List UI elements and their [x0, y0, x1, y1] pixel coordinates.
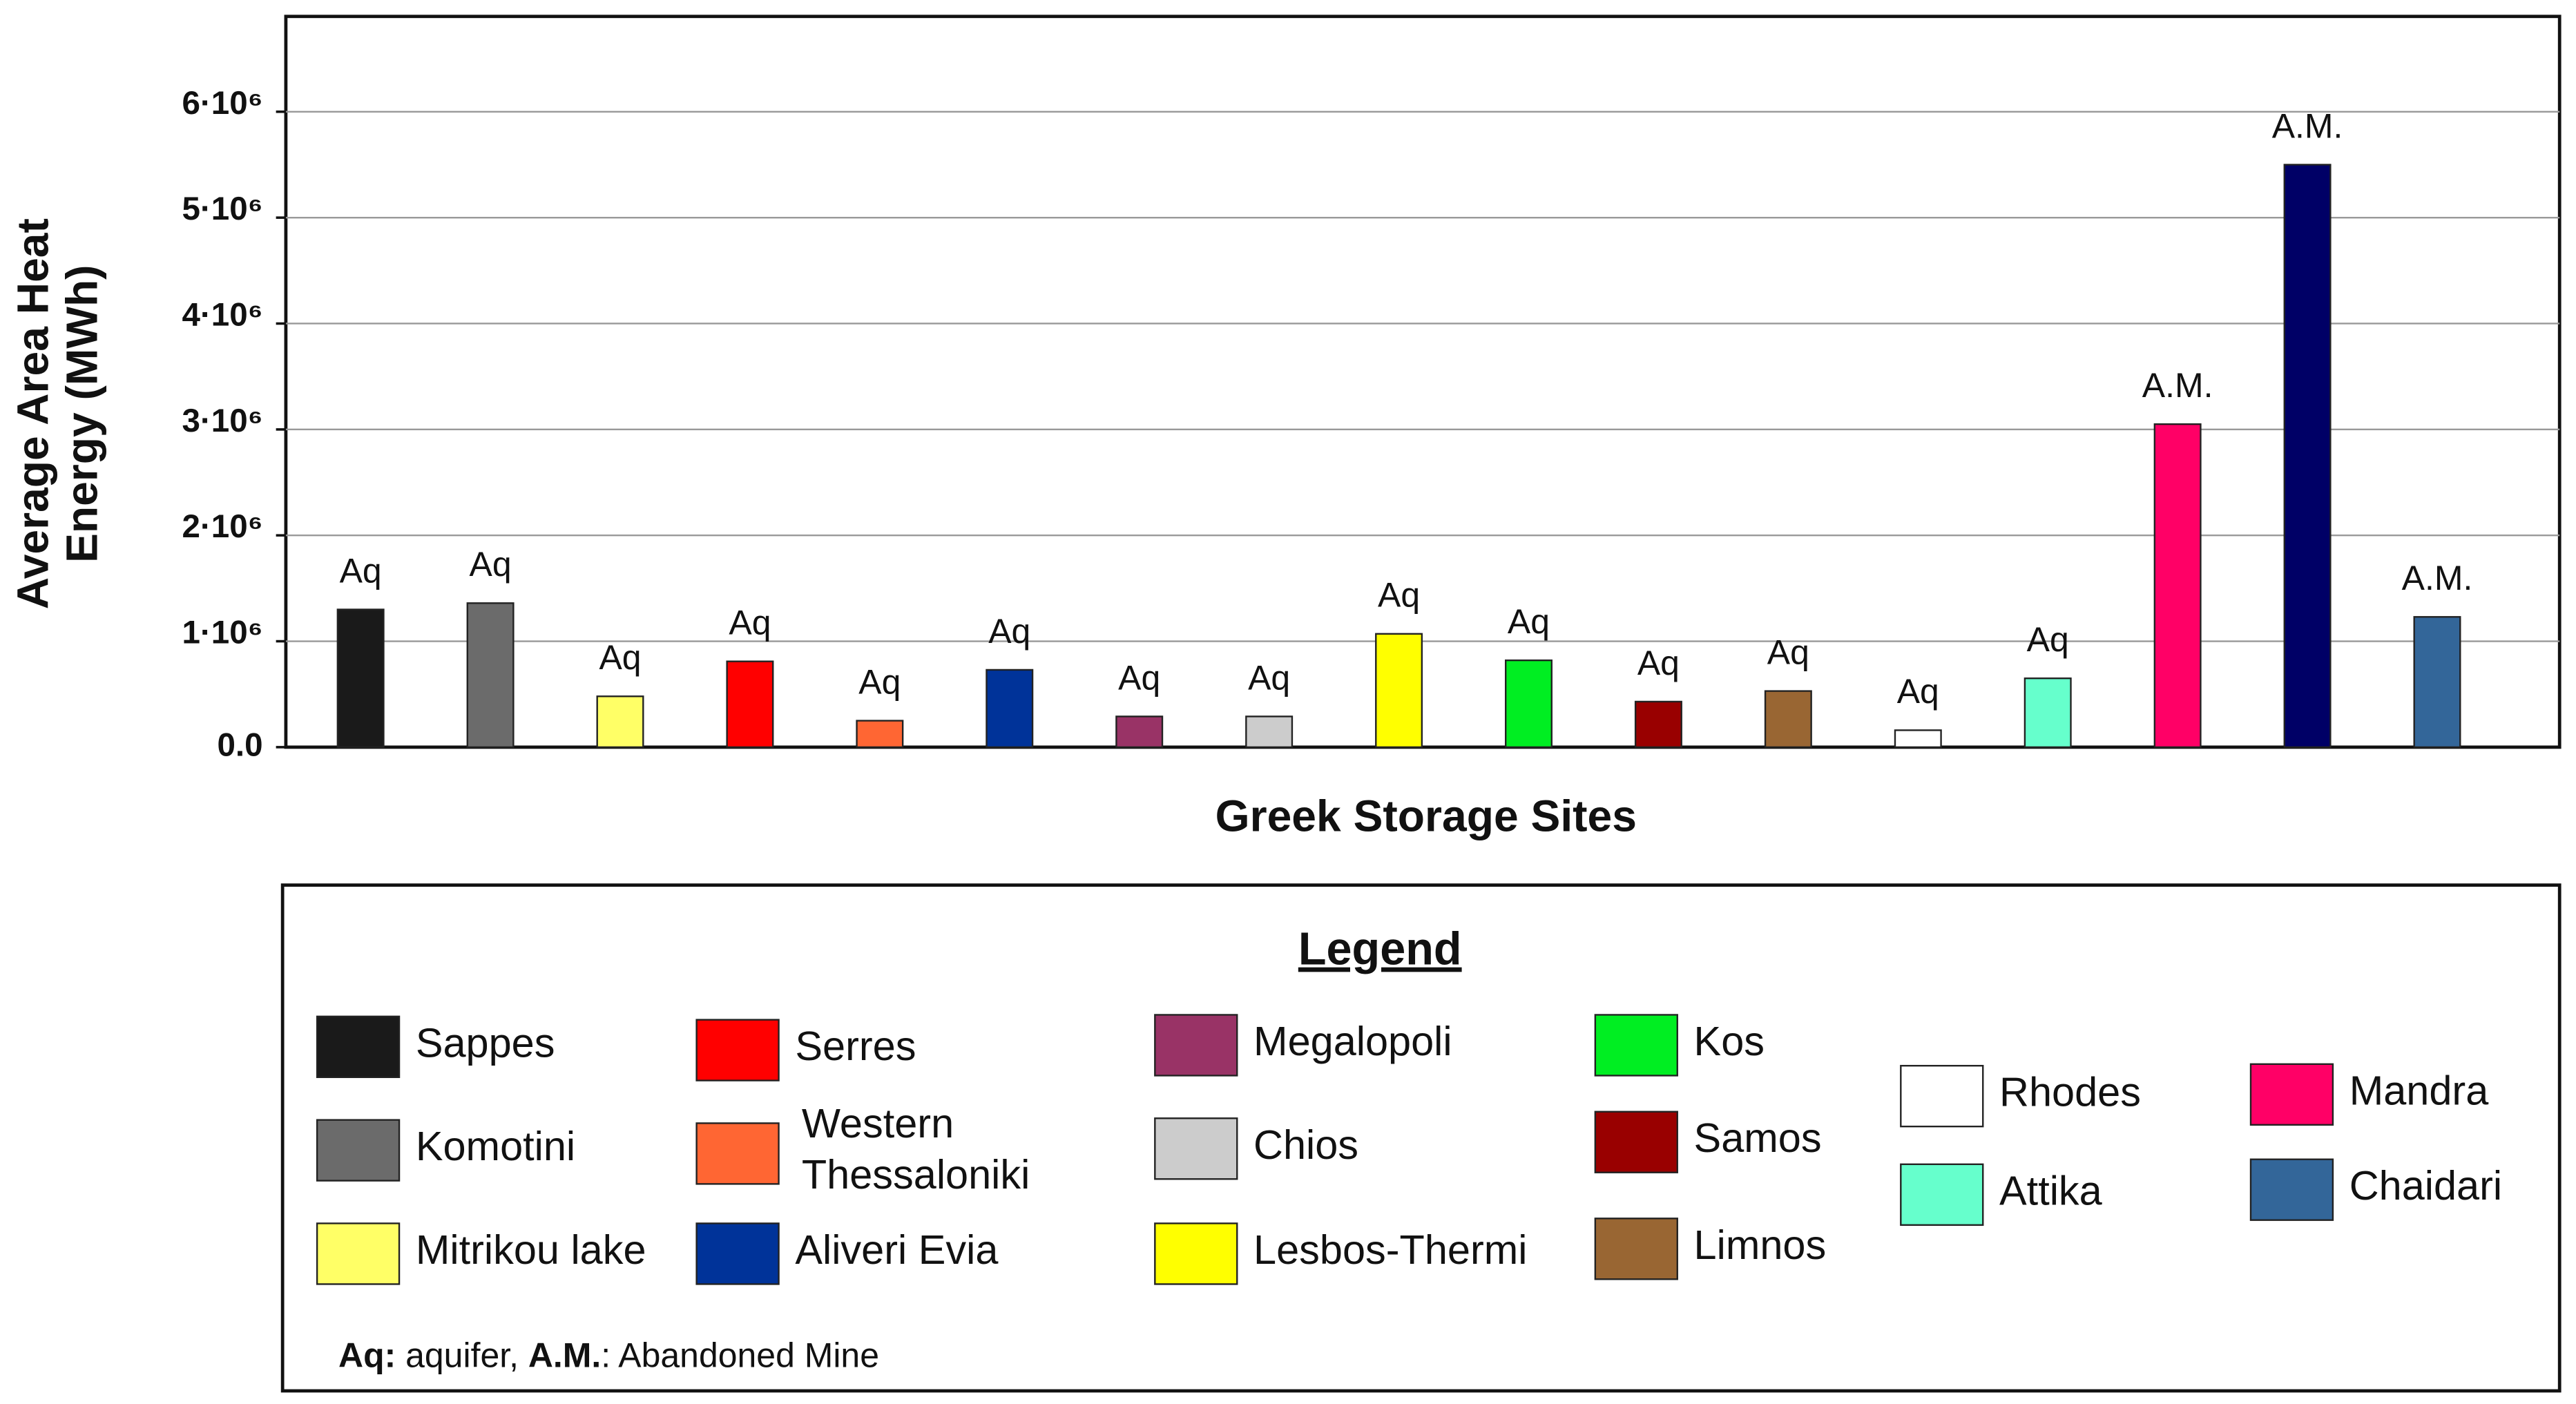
bar-label: Aq [2027, 620, 2069, 659]
bar-label: A.M. [2272, 106, 2343, 145]
bar [986, 669, 1034, 749]
legend-label: Samos [1694, 1115, 1822, 1161]
legend-label: Western Thessaloniki [802, 1100, 1030, 1198]
y-axis-title-line: Energy (MWh) [57, 265, 107, 562]
legend-swatch [1594, 1218, 1678, 1280]
legend-label: Kos [1694, 1018, 1765, 1064]
bar-label: Aq [858, 662, 901, 701]
bar [466, 602, 515, 749]
legend-label: Serres [795, 1023, 916, 1069]
legend-label-line: Western [802, 1100, 954, 1146]
legend-label: Attika [1999, 1167, 2103, 1213]
legend-label: Aliveri Evia [795, 1227, 999, 1273]
bar [1375, 633, 1423, 749]
y-axis-title: Average Area Heat Energy (MWh) [8, 218, 106, 609]
bar [596, 695, 644, 749]
bar [336, 608, 385, 749]
bar [856, 720, 904, 749]
legend-title: Legend [1298, 924, 1462, 975]
bar [2024, 677, 2072, 749]
y-tick-label: 5·10⁶ [182, 191, 263, 227]
legend-swatch [1594, 1014, 1678, 1077]
legend-label: Mandra [2349, 1067, 2490, 1113]
legend-swatch [2249, 1063, 2334, 1126]
footnote-part: A.M. [528, 1336, 601, 1375]
footnote: Aq: aquifer, A.M.: Abandoned Mine [338, 1336, 879, 1375]
legend-label: Mitrikou lake [416, 1227, 646, 1273]
x-axis-title: Greek Storage Sites [1215, 791, 1637, 840]
bar-label: Aq [340, 551, 382, 590]
legend-label: Chios [1253, 1122, 1358, 1168]
legend-swatch [1154, 1117, 1238, 1180]
bar-label: Aq [1508, 602, 1550, 641]
legend-swatch [2249, 1158, 2334, 1221]
y-tick-label: 6·10⁶ [182, 85, 263, 122]
bar [1894, 729, 1942, 749]
legend-swatch [1594, 1110, 1678, 1173]
legend-label: Rhodes [1999, 1069, 2141, 1115]
bar-label: Aq [988, 612, 1030, 651]
bar-label: Aq [599, 638, 641, 677]
bar [1764, 690, 1812, 749]
bar [1634, 700, 1682, 749]
bar-label: Aq [470, 545, 512, 584]
footnote-part: aquifer, [396, 1336, 528, 1375]
legend-label: Lesbos-Thermi [1253, 1227, 1527, 1273]
legend-swatch [1900, 1163, 1984, 1227]
bar [2283, 164, 2332, 749]
bar [2413, 616, 2461, 749]
bar-label: Aq [1248, 658, 1290, 697]
bar-label: Aq [1637, 644, 1680, 682]
bar-label: Aq [729, 604, 771, 642]
legend-label: Sappes [416, 1019, 555, 1066]
bar-label: Aq [1118, 658, 1160, 697]
bar [2153, 423, 2202, 749]
y-tick-label: 4·10⁶ [182, 297, 263, 334]
legend-label: Chaidari [2349, 1162, 2502, 1209]
legend-swatch [1900, 1064, 1984, 1128]
bar-label: Aq [1767, 633, 1809, 671]
bar-label: A.M. [2402, 559, 2473, 597]
legend-swatch [316, 1015, 401, 1079]
legend-label: Megalopoli [1253, 1018, 1452, 1064]
legend-swatch [695, 1019, 780, 1081]
legend-label-line: Thessaloniki [802, 1151, 1030, 1198]
legend-label: Komotini [416, 1123, 575, 1169]
legend-swatch [1154, 1222, 1238, 1285]
bar [1245, 715, 1294, 749]
bar [1115, 715, 1164, 749]
legend-label: Limnos [1694, 1222, 1827, 1268]
bar-label: Aq [1897, 672, 1939, 711]
legend-swatch [695, 1222, 780, 1285]
bar-label: A.M. [2142, 366, 2213, 405]
y-tick-label: 0.0 [217, 727, 262, 763]
bar [726, 660, 774, 749]
footnote-part: : Abandoned Mine [601, 1336, 879, 1375]
legend-swatch [695, 1122, 780, 1185]
legend-swatch [1154, 1014, 1238, 1077]
y-axis-title-line: Average Area Heat [8, 218, 57, 609]
y-tick-label: 2·10⁶ [182, 508, 263, 545]
y-tick-label: 1·10⁶ [182, 615, 263, 651]
bar-label: Aq [1378, 576, 1420, 615]
footnote-part: Aq: [338, 1336, 396, 1375]
y-tick-label: 3·10⁶ [182, 403, 263, 439]
bar [1505, 659, 1553, 749]
legend-frame [280, 883, 2561, 1393]
legend-swatch [316, 1119, 401, 1182]
legend-swatch [316, 1222, 401, 1285]
